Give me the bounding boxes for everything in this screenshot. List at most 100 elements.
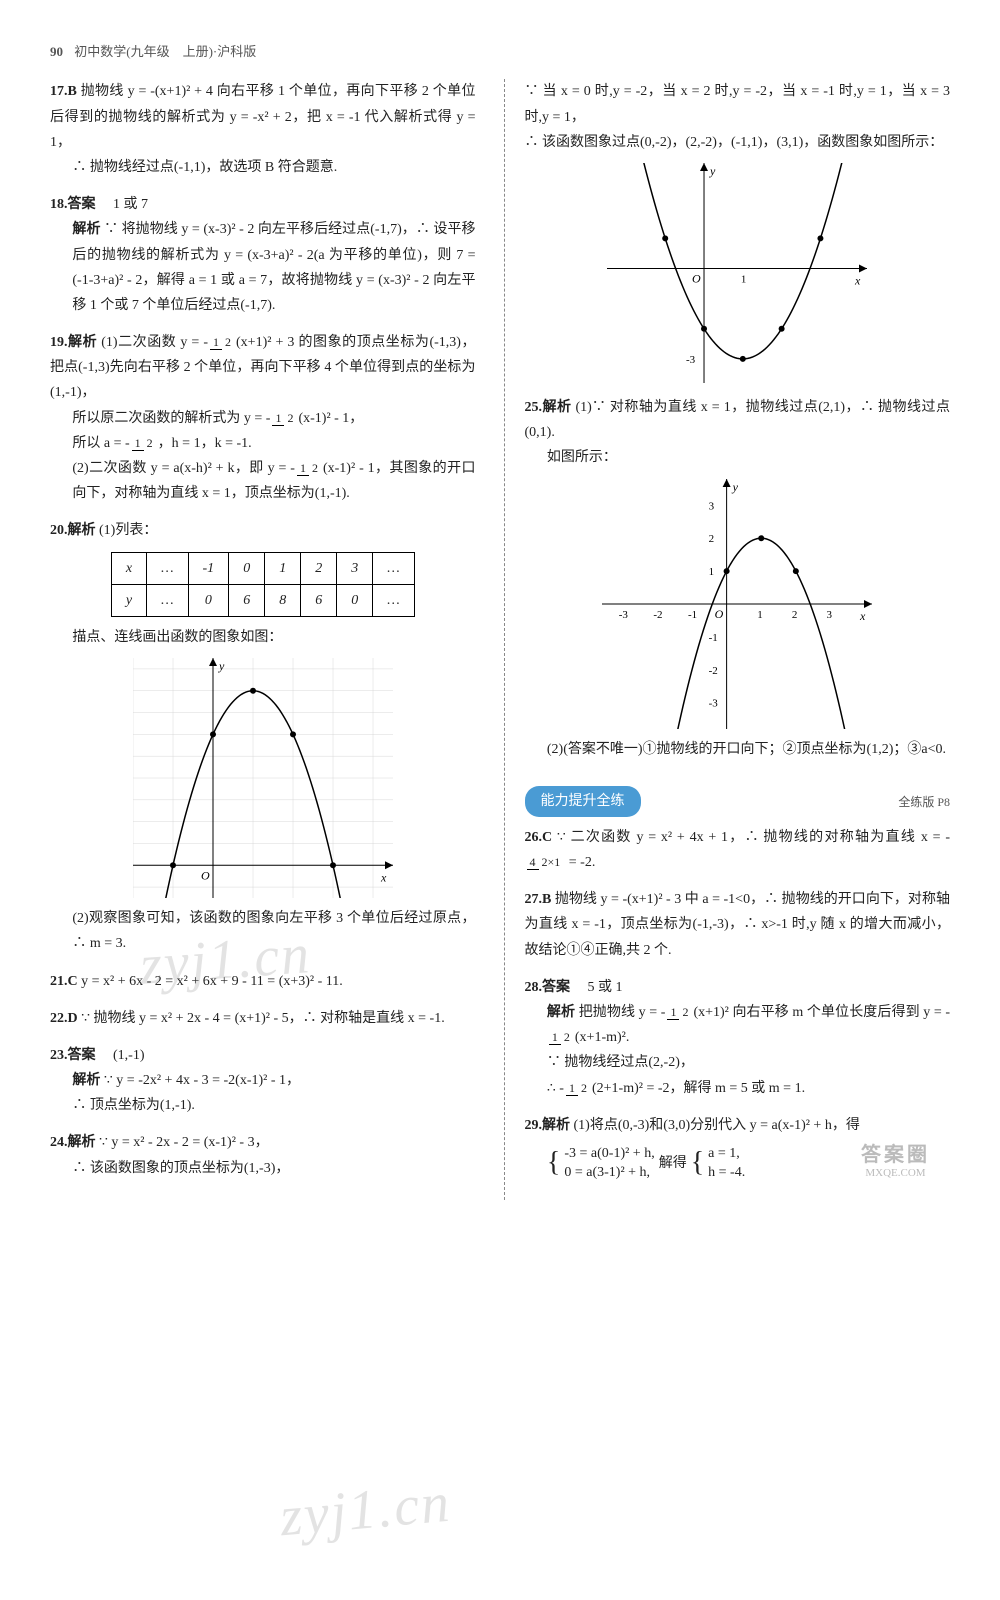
section-header: 全练版 P8 能力提升全练 (525, 774, 951, 825)
corner-logo: 答案圈 MXQE.COM (861, 1143, 930, 1180)
q-text: (2)观察图象可知，该函数的图象向左平移 3 个单位后经过原点，∴ m = 3. (50, 906, 476, 956)
q-text: ，h = 1，k = -1. (158, 436, 252, 451)
page-header: 90 初中数学(九年级 上册)·沪科版 (50, 40, 950, 63)
q-number: 24.解析 (50, 1135, 96, 1150)
q-number: 23.答案 (50, 1048, 96, 1063)
parabola-graph: Oxy (133, 658, 393, 898)
q-text: ∵ 当 x = 0 时,y = -2，当 x = 2 时,y = -2，当 x … (525, 79, 951, 129)
fraction: 12 (132, 437, 156, 450)
page-title: 初中数学(九年级 上册)·沪科版 (74, 44, 256, 59)
fraction: 12 (210, 336, 234, 349)
svg-text:-2: -2 (709, 664, 718, 676)
svg-text:y: y (709, 164, 716, 178)
q-text: ∴ 抛物线经过点(-1,1)，故选项 B 符合题意. (50, 155, 476, 180)
svg-text:x: x (859, 609, 866, 623)
page-ref: 全练版 P8 (898, 792, 950, 814)
q-text: (x+1-m)². (575, 1030, 629, 1045)
q20: 20.解析 (1)列表： x…-10123… y…06860… 描点、连线画出函… (50, 518, 476, 956)
parabola-graph: Oxy-31 (607, 163, 867, 383)
q-text: ∴ 该函数图象的顶点坐标为(1,-3)， (50, 1156, 476, 1181)
q-text: 把抛物线 y = - (579, 1005, 666, 1020)
q-text: 如图所示： (525, 445, 951, 470)
q-text: ∴ - (547, 1081, 564, 1096)
q-text: ∵ y = x² - 2x - 2 = (x-1)² - 3， (99, 1135, 269, 1150)
q-number: 20.解析 (50, 523, 96, 538)
q-number: 28.答案 (525, 980, 571, 995)
q22: 22.D ∵ 抛物线 y = x² + 2x - 4 = (x+1)² - 5，… (50, 1006, 476, 1031)
q18: 18.答案 1 或 7 解析 ∵ 将抛物线 y = (x-3)² - 2 向左平… (50, 192, 476, 318)
q-number: 29.解析 (525, 1118, 571, 1133)
q-text: y = x² + 6x - 2 = x² + 6x + 9 - 11 = (x+… (81, 974, 343, 989)
svg-text:-2: -2 (654, 609, 663, 621)
q-number: 19.解析 (50, 335, 97, 350)
svg-text:-3: -3 (709, 697, 719, 709)
fraction: 12 (272, 412, 296, 425)
label: 解析 (72, 1073, 100, 1088)
section-pill: 能力提升全练 (525, 786, 641, 817)
svg-text:O: O (201, 868, 210, 882)
brace-icon: { (547, 1138, 560, 1188)
q-text: (2+1-m)² = -2，解得 m = 5 或 m = 1. (592, 1081, 805, 1096)
svg-text:O: O (715, 607, 724, 621)
q-text: 抛物线 y = -(x+1)² + 4 向右平移 1 个单位，再向下平移 2 个… (50, 84, 476, 149)
q-number: 27.B (525, 892, 552, 907)
page-number: 90 (50, 44, 63, 59)
fraction: 12 (549, 1031, 573, 1044)
caption: 描点、连线画出函数的图象如图： (50, 625, 476, 650)
q-text: (1)列表： (99, 523, 157, 538)
brace-icon: { (691, 1138, 704, 1188)
q27: 27.B 抛物线 y = -(x+1)² - 3 中 a = -1<0，∴ 抛物… (525, 887, 951, 963)
q24-cont: ∵ 当 x = 0 时,y = -2，当 x = 2 时,y = -2，当 x … (525, 79, 951, 383)
q-text: ∵ 抛物线经过点(2,-2)， (525, 1050, 951, 1075)
svg-text:-1: -1 (688, 609, 697, 621)
eq-line: h = -4. (708, 1165, 745, 1180)
q-text: 抛物线 y = -(x+1)² - 3 中 a = -1<0，∴ 抛物线的开口向… (525, 892, 951, 957)
q19: 19.解析 (1)二次函数 y = -12(x+1)² + 3 的图象的顶点坐标… (50, 330, 476, 506)
svg-text:1: 1 (757, 609, 763, 621)
svg-text:y: y (218, 659, 225, 673)
data-table: x…-10123… y…06860… (111, 552, 415, 617)
q-number: 17.B (50, 84, 77, 99)
q17: 17.B 抛物线 y = -(x+1)² + 4 向右平移 1 个单位，再向下平… (50, 79, 476, 180)
q-text: 所以 a = - (72, 436, 129, 451)
answer: (1,-1) (113, 1048, 145, 1063)
svg-text:1: 1 (741, 273, 747, 285)
fraction: 42×1 (527, 856, 564, 869)
q-text: ∵ 二次函数 y = x² + 4x + 1，∴ 抛物线的对称轴为直线 x = … (557, 830, 950, 845)
q-text: 所以原二次函数的解析式为 y = - (72, 411, 270, 426)
q24: 24.解析 ∵ y = x² - 2x - 2 = (x-1)² - 3， ∴ … (50, 1130, 476, 1180)
left-column: 17.B 抛物线 y = -(x+1)² + 4 向右平移 1 个单位，再向下平… (50, 79, 476, 1200)
svg-text:y: y (732, 480, 739, 494)
svg-text:-3: -3 (619, 609, 629, 621)
q-text: (1)将点(0,-3)和(3,0)分别代入 y = a(x-1)² + h，得 (574, 1118, 860, 1133)
q-text: ∵ y = -2x² + 4x - 3 = -2(x-1)² - 1， (104, 1073, 300, 1088)
eq-line: a = 1, (708, 1146, 740, 1161)
svg-text:1: 1 (709, 566, 715, 578)
eq-line: 0 = a(3-1)² + h, (564, 1165, 650, 1180)
svg-text:2: 2 (709, 533, 715, 545)
q-text: (1)二次函数 y = - (101, 335, 208, 350)
right-column: ∵ 当 x = 0 时,y = -2，当 x = 2 时,y = -2，当 x … (504, 79, 951, 1200)
svg-text:3: 3 (827, 609, 833, 621)
q-text: ∵ 将抛物线 y = (x-3)² - 2 向左平移后经过点(-1,7)，∴ 设… (72, 222, 475, 313)
answer: 5 或 1 (588, 980, 623, 995)
q-text: (x-1)² - 1， (298, 411, 363, 426)
q21: 21.C y = x² + 6x - 2 = x² + 6x + 9 - 11 … (50, 969, 476, 994)
svg-text:3: 3 (709, 500, 715, 512)
watermark: zyj1.cn (276, 1453, 455, 1568)
eq-line: -3 = a(0-1)² + h, (564, 1146, 654, 1161)
q-number: 22.D (50, 1011, 78, 1026)
q-text: (1)∵ 对称轴为直线 x = 1，抛物线过点(2,1)，∴ 抛物线过点(0,1… (525, 400, 951, 440)
q-number: 18.答案 (50, 197, 96, 212)
q-text: ∴ 该函数图象过点(0,-2)，(2,-2)，(-1,1)，(3,1)，函数图象… (525, 130, 951, 155)
q25: 25.解析 (1)∵ 对称轴为直线 x = 1，抛物线过点(2,1)，∴ 抛物线… (525, 395, 951, 762)
q26: 26.C ∵ 二次函数 y = x² + 4x + 1，∴ 抛物线的对称轴为直线… (525, 825, 951, 875)
fraction: 12 (297, 462, 321, 475)
label: 解析 (72, 222, 100, 237)
q-number: 26.C (525, 830, 553, 845)
label: 解析 (547, 1005, 575, 1020)
q-text: 解得 (659, 1151, 687, 1176)
fraction: 12 (566, 1082, 590, 1095)
q23: 23.答案 (1,-1) 解析 ∵ y = -2x² + 4x - 3 = -2… (50, 1043, 476, 1119)
q28: 28.答案 5 或 1 解析 把抛物线 y = -12(x+1)² 向右平移 m… (525, 975, 951, 1101)
